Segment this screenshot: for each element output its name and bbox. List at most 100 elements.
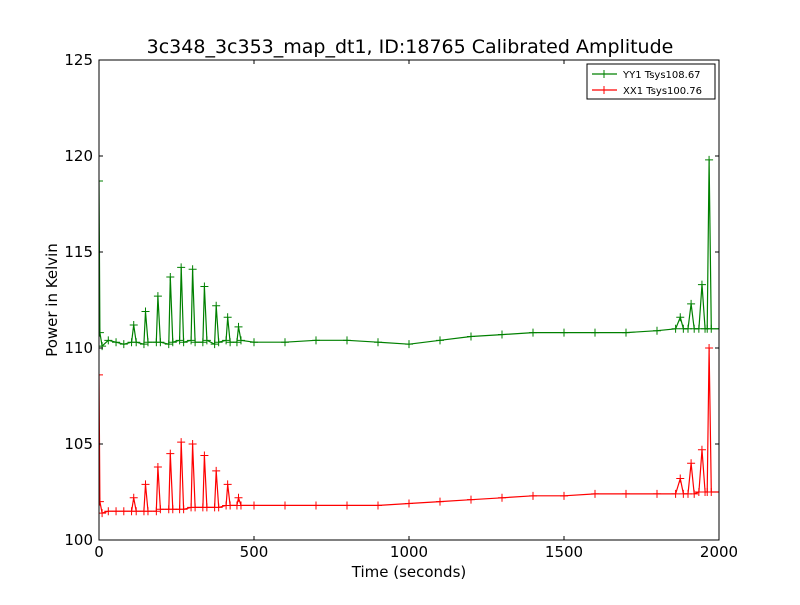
data-point — [622, 328, 630, 337]
data-point — [250, 501, 258, 510]
data-point — [139, 340, 148, 349]
data-point — [236, 336, 245, 345]
data-point — [202, 503, 211, 512]
x-tick-label: 1500 — [545, 543, 583, 561]
data-point — [198, 338, 207, 347]
data-point — [715, 488, 719, 496]
data-point — [343, 501, 351, 510]
data-point — [697, 280, 706, 289]
data-point — [343, 336, 351, 345]
legend-box — [586, 63, 716, 100]
data-point — [560, 328, 568, 337]
data-point — [99, 176, 103, 185]
data-point — [705, 155, 714, 164]
data-point — [236, 501, 245, 510]
data-point — [281, 338, 289, 347]
data-point — [153, 463, 162, 472]
data-point — [234, 493, 243, 502]
data-point — [129, 493, 138, 502]
data-point — [222, 336, 231, 345]
data-point — [191, 503, 200, 512]
x-axis: 0 500 1000 1500 2000 — [94, 60, 738, 561]
legend-label: XX1 Tsys100.76 — [623, 86, 702, 97]
data-point — [529, 491, 537, 500]
data-point — [653, 326, 661, 335]
data-point — [187, 336, 196, 345]
data-point — [234, 322, 243, 331]
data-point — [112, 507, 121, 516]
data-point — [697, 445, 706, 454]
data-point — [436, 336, 444, 345]
data-point — [153, 292, 162, 301]
y-tick-label: 105 — [64, 435, 93, 453]
data-point — [690, 489, 699, 498]
data-point — [132, 507, 141, 516]
data-point — [676, 313, 685, 322]
data-point — [112, 338, 121, 347]
data-point — [175, 336, 184, 345]
data-point — [707, 488, 716, 496]
data-point — [104, 507, 113, 516]
data-point — [129, 320, 138, 329]
data-point — [223, 313, 232, 322]
data-point — [214, 503, 223, 512]
y-axis-label: Power in Kelvin — [43, 243, 61, 357]
data-point — [707, 324, 716, 333]
data-point — [210, 340, 219, 349]
data-point — [119, 340, 128, 349]
data-point — [212, 301, 221, 310]
data-point — [156, 505, 165, 514]
y-axis: 100 105 110 115 120 125 — [64, 51, 719, 549]
series-2 — [99, 344, 719, 518]
data-point — [374, 501, 382, 510]
data-point — [99, 370, 103, 379]
data-point — [143, 338, 152, 347]
data-point — [529, 328, 537, 337]
data-point — [179, 338, 188, 347]
data-point — [191, 338, 200, 347]
legend-marker — [600, 86, 608, 94]
data-point — [312, 501, 320, 510]
data-point — [676, 474, 685, 483]
data-point — [560, 491, 568, 500]
data-point — [232, 338, 241, 347]
data-point — [405, 340, 413, 349]
data-point — [177, 438, 186, 447]
data-point — [212, 466, 221, 475]
data-point — [141, 480, 150, 489]
data-point — [141, 307, 150, 316]
data-point — [687, 299, 696, 308]
plot-area — [99, 155, 719, 518]
y-tick-label: 110 — [64, 339, 93, 357]
data-point — [168, 505, 177, 514]
y-tick-label: 115 — [64, 243, 93, 261]
data-point — [99, 328, 104, 337]
data-point — [622, 489, 630, 498]
data-point — [226, 338, 235, 347]
data-point — [132, 338, 141, 347]
data-point — [671, 324, 680, 333]
chart-title: 3c348_3c353_map_dt1, ID:18765 Calibrated… — [147, 36, 674, 58]
data-point — [200, 282, 209, 291]
data-point — [467, 495, 475, 504]
data-point — [166, 272, 175, 281]
data-point — [715, 324, 719, 333]
data-point — [498, 330, 506, 339]
data-point — [164, 340, 173, 349]
data-point — [312, 336, 320, 345]
data-point — [671, 489, 680, 498]
data-point — [188, 440, 197, 448]
y-tick-label: 100 — [64, 531, 93, 549]
x-tick-label: 2000 — [700, 543, 738, 561]
data-point — [467, 332, 475, 341]
x-tick-label: 500 — [240, 543, 269, 561]
data-point — [226, 501, 235, 510]
legend-entry: YY1 Tsys108.67 — [592, 70, 701, 81]
data-point — [591, 489, 599, 498]
data-point — [156, 338, 165, 347]
data-point — [143, 507, 152, 516]
data-point — [104, 336, 113, 345]
y-tick-label: 125 — [64, 51, 93, 69]
data-point — [653, 489, 661, 498]
